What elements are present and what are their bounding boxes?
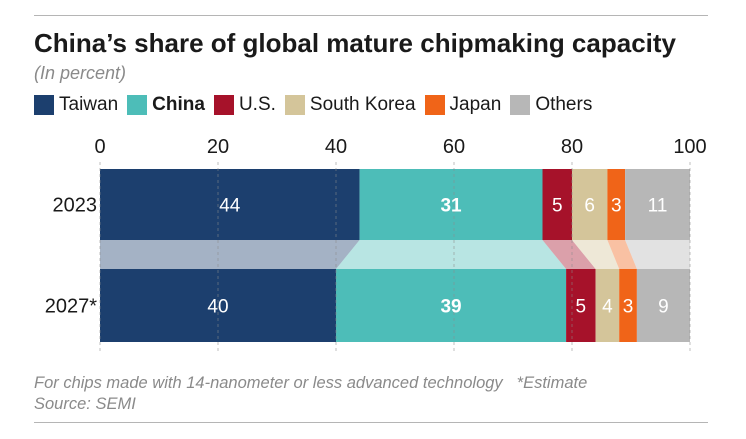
data-label: 5 — [552, 196, 563, 217]
data-label: 31 — [440, 196, 462, 217]
data-label: 9 — [658, 297, 669, 318]
legend-swatch — [213, 95, 234, 115]
bar-segment — [100, 269, 336, 342]
legend-swatch — [284, 95, 305, 115]
data-label: 5 — [576, 297, 587, 318]
x-tick-label: 100 — [673, 136, 706, 158]
legend-label: South Korea — [309, 94, 416, 115]
legend-item: Others — [510, 94, 592, 116]
connector-segment — [625, 240, 690, 269]
legend-label: China — [152, 94, 205, 115]
x-tick-label: 60 — [443, 136, 465, 158]
connector-segment — [336, 240, 567, 269]
data-label: 6 — [584, 196, 595, 217]
category-label: 2027* — [45, 296, 97, 318]
bar-segment — [636, 269, 690, 342]
data-label: 44 — [219, 196, 241, 217]
legend: Taiwan China U.S. South Korea Japan Others — [34, 94, 601, 116]
chart-subtitle: (In percent) — [34, 63, 127, 83]
x-tick-label: 40 — [325, 136, 347, 158]
top-rule — [34, 15, 708, 16]
legend-swatch — [424, 95, 445, 115]
legend-swatch — [127, 95, 148, 115]
category-label: 2023 — [53, 195, 98, 217]
bar-segment — [619, 269, 637, 342]
legend-label: Japan — [449, 94, 502, 115]
bar-segment — [595, 269, 620, 342]
connector-segment — [542, 240, 596, 269]
data-label: 11 — [648, 196, 668, 217]
legend-label: Taiwan — [59, 94, 119, 115]
legend-swatch — [510, 95, 531, 115]
data-label: 40 — [207, 297, 228, 318]
connector-segment — [572, 240, 620, 269]
source-text: Source: SEMI — [34, 395, 136, 413]
legend-item: U.S. — [213, 94, 276, 116]
connector-segment — [100, 240, 360, 269]
x-tick-label: 20 — [207, 136, 229, 158]
bar-segment — [359, 169, 543, 240]
legend-label: U.S. — [238, 94, 276, 115]
bar-segment — [336, 269, 567, 342]
bar-segment — [100, 169, 360, 240]
x-tick-label: 0 — [94, 136, 105, 158]
footnote-estimate: *Estimate — [516, 374, 588, 392]
legend-item: South Korea — [284, 94, 416, 116]
legend-item: Taiwan — [34, 94, 118, 116]
data-label: 4 — [602, 297, 613, 318]
legend-swatch — [34, 95, 54, 115]
legend-item: China — [127, 94, 205, 116]
footnote-text: For chips made with 14-nanometer or less… — [34, 374, 503, 392]
legend-item: Japan — [424, 94, 502, 116]
footnote: For chips made with 14-nanometer or less… — [34, 373, 587, 415]
data-label: 3 — [611, 196, 622, 217]
bottom-rule — [34, 422, 708, 423]
legend-label: Others — [535, 94, 593, 115]
bar-segment — [572, 169, 608, 240]
data-label: 39 — [440, 297, 461, 318]
data-label: 3 — [623, 297, 634, 318]
connector-segment — [607, 240, 637, 269]
bar-segment — [566, 269, 596, 342]
bar-segment — [607, 169, 626, 240]
x-tick-label: 80 — [561, 136, 583, 158]
chart-title: China’s share of global mature chipmakin… — [34, 28, 676, 58]
bar-segment — [625, 169, 690, 240]
bar-segment — [542, 169, 572, 240]
